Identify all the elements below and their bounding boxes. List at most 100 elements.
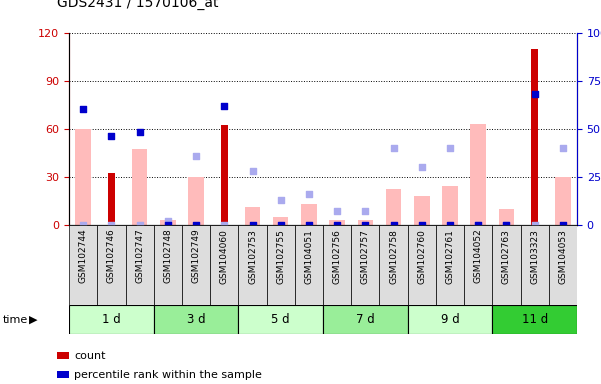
- Point: [304, 222, 314, 228]
- Text: GSM104052: GSM104052: [474, 229, 483, 283]
- Point: [106, 133, 116, 139]
- Bar: [492, 225, 520, 305]
- Text: GSM103323: GSM103323: [530, 229, 539, 283]
- Bar: [69, 225, 97, 305]
- Point: [474, 222, 483, 228]
- Text: GSM102755: GSM102755: [276, 229, 285, 283]
- Point: [78, 222, 88, 228]
- Text: 5 d: 5 d: [272, 313, 290, 326]
- Bar: [295, 225, 323, 305]
- Point: [304, 191, 314, 197]
- Bar: [471, 124, 486, 225]
- Point: [191, 152, 201, 159]
- Bar: [358, 220, 373, 225]
- Text: 3 d: 3 d: [187, 313, 206, 326]
- Point: [106, 222, 116, 228]
- Text: GSM102744: GSM102744: [79, 229, 88, 283]
- Point: [191, 222, 201, 228]
- Bar: [182, 225, 210, 305]
- Text: GSM102749: GSM102749: [192, 229, 201, 283]
- Text: percentile rank within the sample: percentile rank within the sample: [75, 370, 262, 380]
- Bar: [301, 204, 317, 225]
- Bar: [442, 186, 458, 225]
- Point: [361, 222, 370, 228]
- Bar: [351, 225, 379, 305]
- Text: GSM102763: GSM102763: [502, 229, 511, 283]
- Bar: [267, 225, 295, 305]
- Text: 7 d: 7 d: [356, 313, 375, 326]
- Point: [135, 222, 144, 228]
- Bar: [549, 225, 577, 305]
- Text: GSM102746: GSM102746: [107, 229, 116, 283]
- Text: 11 d: 11 d: [522, 313, 548, 326]
- Point: [445, 222, 455, 228]
- Bar: [323, 305, 407, 334]
- Point: [502, 222, 511, 228]
- Text: ▶: ▶: [29, 314, 37, 325]
- Bar: [97, 225, 126, 305]
- Point: [558, 145, 568, 151]
- Text: GSM102757: GSM102757: [361, 229, 370, 283]
- Point: [78, 106, 88, 113]
- Text: 1 d: 1 d: [102, 313, 121, 326]
- Point: [219, 103, 229, 109]
- Point: [276, 222, 285, 228]
- Bar: [245, 207, 260, 225]
- Bar: [379, 225, 407, 305]
- Point: [417, 222, 427, 228]
- Point: [332, 208, 342, 214]
- Bar: [108, 174, 115, 225]
- Point: [558, 222, 568, 228]
- Point: [389, 222, 398, 228]
- Bar: [154, 305, 239, 334]
- Bar: [221, 126, 228, 225]
- Bar: [323, 225, 351, 305]
- Point: [474, 222, 483, 228]
- Bar: [132, 149, 147, 225]
- Bar: [239, 305, 323, 334]
- Point: [530, 91, 540, 97]
- Point: [417, 164, 427, 170]
- Point: [163, 222, 172, 228]
- Bar: [499, 209, 514, 225]
- Bar: [126, 225, 154, 305]
- Point: [389, 145, 398, 151]
- Text: GSM102756: GSM102756: [332, 229, 341, 283]
- Bar: [407, 225, 436, 305]
- Text: GSM104053: GSM104053: [558, 229, 567, 283]
- Point: [248, 222, 257, 228]
- Text: GSM104051: GSM104051: [305, 229, 314, 283]
- Text: GSM102760: GSM102760: [417, 229, 426, 283]
- Text: time: time: [3, 314, 28, 325]
- Point: [248, 168, 257, 174]
- Bar: [386, 189, 401, 225]
- Text: count: count: [75, 351, 106, 361]
- Point: [332, 222, 342, 228]
- Bar: [273, 217, 288, 225]
- Bar: [329, 220, 345, 225]
- Text: GSM102748: GSM102748: [163, 229, 172, 283]
- Point: [361, 208, 370, 214]
- Bar: [160, 220, 175, 225]
- Bar: [69, 305, 154, 334]
- Bar: [154, 225, 182, 305]
- Point: [502, 222, 511, 228]
- Point: [219, 222, 229, 228]
- Bar: [407, 305, 492, 334]
- Bar: [531, 49, 538, 225]
- Bar: [555, 177, 570, 225]
- Text: GSM102747: GSM102747: [135, 229, 144, 283]
- Text: GSM102758: GSM102758: [389, 229, 398, 283]
- Text: 9 d: 9 d: [441, 313, 459, 326]
- Text: GSM102753: GSM102753: [248, 229, 257, 283]
- Text: GSM102761: GSM102761: [445, 229, 454, 283]
- Bar: [436, 225, 464, 305]
- Bar: [188, 177, 204, 225]
- Text: GDS2431 / 1570106_at: GDS2431 / 1570106_at: [57, 0, 219, 10]
- Bar: [414, 196, 430, 225]
- Point: [530, 222, 540, 228]
- Point: [276, 197, 285, 203]
- Bar: [464, 225, 492, 305]
- Bar: [520, 225, 549, 305]
- Bar: [57, 352, 69, 359]
